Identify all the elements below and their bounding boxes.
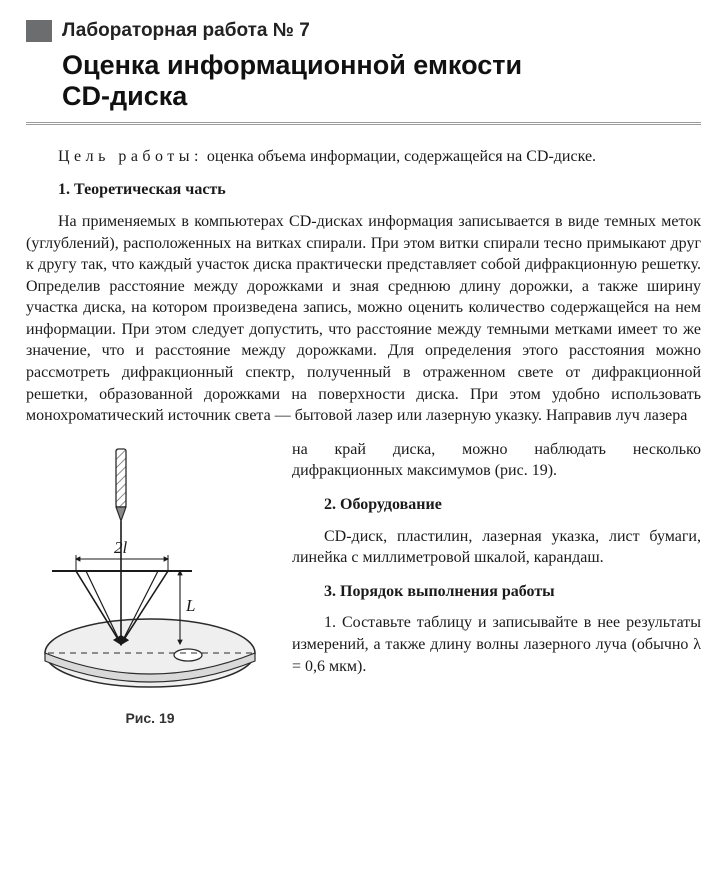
title-line-1: Оценка информационной емкости [62, 50, 522, 80]
disc-hole [174, 649, 202, 661]
goal-paragraph: Цель работы: оценка объема информации, с… [26, 146, 701, 168]
laser-body [116, 449, 126, 507]
goal-label: Цель работы: [58, 148, 203, 165]
title-line-2: CD-диска [62, 81, 187, 111]
diffraction-diagram: 2l L [30, 443, 270, 703]
section-1-para: На применяемых в компьютерах CD-дисках и… [26, 211, 701, 427]
laser-tip [116, 507, 126, 521]
page-title: Оценка информационной емкости CD-диска [62, 50, 701, 112]
divider-rule [26, 122, 701, 126]
lab-header-row: Лабораторная работа № 7 [26, 18, 701, 44]
section-1-heading: 1. Теоретическая часть [26, 179, 701, 201]
goal-text: оценка объема информации, содержащейся н… [203, 148, 596, 165]
lab-label: Лабораторная работа № 7 [62, 18, 310, 44]
figure-and-text-wrap: 2l L Рис. 19 на край диска, можно наблюд… [26, 439, 701, 728]
header-marker [26, 20, 52, 42]
figure-caption: Рис. 19 [26, 709, 274, 728]
label-L: L [185, 596, 195, 615]
figure-19: 2l L Рис. 19 [26, 443, 274, 728]
label-2l: 2l [114, 538, 128, 557]
